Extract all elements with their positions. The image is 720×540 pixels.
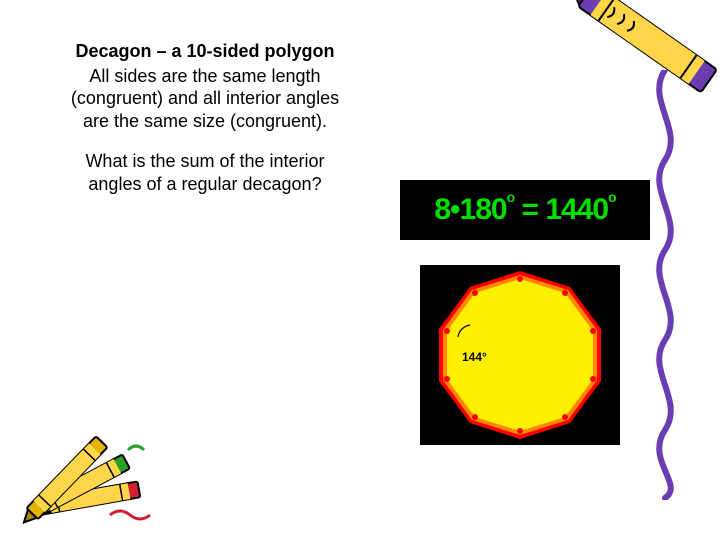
formula-op: •: [450, 193, 460, 226]
vertex-dot: [590, 376, 596, 382]
formula-lhs-b: 180: [460, 193, 507, 226]
description: All sides are the same length (congruent…: [70, 65, 340, 133]
title: Decagon – a 10-sided polygon: [70, 40, 340, 63]
vertex-dot: [444, 328, 450, 334]
vertex-dot: [472, 414, 478, 420]
vertex-dot: [590, 328, 596, 334]
formula-eq: =: [514, 193, 545, 226]
squiggle-icon: [640, 70, 690, 500]
formula-rhs: 1440: [545, 193, 608, 226]
decagon-svg: [420, 265, 620, 445]
interior-angle-label: 144°: [462, 350, 487, 364]
vertex-dot: [562, 290, 568, 296]
degree-1: o: [507, 189, 515, 205]
definition-block: Decagon – a 10-sided polygon All sides a…: [70, 40, 340, 195]
vertex-dot: [562, 414, 568, 420]
formula-text: 8•180o = 1440o: [434, 193, 615, 227]
formula-lhs-a: 8: [434, 193, 450, 226]
vertex-dot: [472, 290, 478, 296]
vertex-dot: [444, 376, 450, 382]
degree-2: o: [608, 189, 616, 205]
formula-box: 8•180o = 1440o: [400, 180, 650, 240]
vertex-dot: [517, 276, 523, 282]
vertex-dot: [517, 428, 523, 434]
crayons-bottom-left-icon: [10, 420, 170, 530]
question: What is the sum of the interior angles o…: [70, 150, 340, 195]
decagon-figure: 144°: [420, 265, 620, 445]
